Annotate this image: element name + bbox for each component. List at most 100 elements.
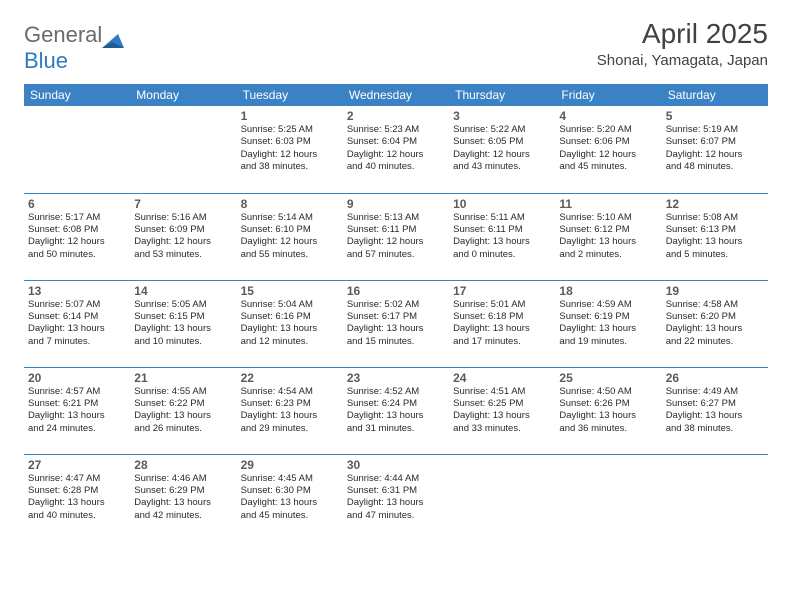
day-cell: 26Sunrise: 4:49 AMSunset: 6:27 PMDayligh… xyxy=(662,367,768,454)
day-cell xyxy=(130,106,236,193)
day-details: Sunrise: 5:05 AMSunset: 6:15 PMDaylight:… xyxy=(134,299,232,348)
day-details: Sunrise: 4:44 AMSunset: 6:31 PMDaylight:… xyxy=(347,473,445,522)
day-number: 21 xyxy=(134,371,232,385)
day-details: Sunrise: 5:04 AMSunset: 6:16 PMDaylight:… xyxy=(241,299,339,348)
day-details: Sunrise: 5:10 AMSunset: 6:12 PMDaylight:… xyxy=(559,212,657,261)
week-row: 1Sunrise: 5:25 AMSunset: 6:03 PMDaylight… xyxy=(24,106,768,193)
day-details: Sunrise: 5:02 AMSunset: 6:17 PMDaylight:… xyxy=(347,299,445,348)
day-cell: 24Sunrise: 4:51 AMSunset: 6:25 PMDayligh… xyxy=(449,367,555,454)
day-cell: 12Sunrise: 5:08 AMSunset: 6:13 PMDayligh… xyxy=(662,193,768,280)
day-details: Sunrise: 4:58 AMSunset: 6:20 PMDaylight:… xyxy=(666,299,764,348)
day-number: 19 xyxy=(666,284,764,298)
day-number: 10 xyxy=(453,197,551,211)
day-details: Sunrise: 4:57 AMSunset: 6:21 PMDaylight:… xyxy=(28,386,126,435)
day-details: Sunrise: 4:54 AMSunset: 6:23 PMDaylight:… xyxy=(241,386,339,435)
day-details: Sunrise: 5:14 AMSunset: 6:10 PMDaylight:… xyxy=(241,212,339,261)
week-row: 20Sunrise: 4:57 AMSunset: 6:21 PMDayligh… xyxy=(24,367,768,454)
day-cell: 25Sunrise: 4:50 AMSunset: 6:26 PMDayligh… xyxy=(555,367,661,454)
brand-triangle-icon xyxy=(102,28,124,44)
day-number: 17 xyxy=(453,284,551,298)
day-number: 27 xyxy=(28,458,126,472)
day-number: 25 xyxy=(559,371,657,385)
day-cell: 15Sunrise: 5:04 AMSunset: 6:16 PMDayligh… xyxy=(237,280,343,367)
day-number: 6 xyxy=(28,197,126,211)
day-number: 22 xyxy=(241,371,339,385)
day-cell: 27Sunrise: 4:47 AMSunset: 6:28 PMDayligh… xyxy=(24,454,130,541)
day-number: 23 xyxy=(347,371,445,385)
day-header-cell: Monday xyxy=(130,84,236,106)
brand-text: GeneralBlue xyxy=(24,22,124,74)
day-number: 8 xyxy=(241,197,339,211)
day-number: 7 xyxy=(134,197,232,211)
day-number: 11 xyxy=(559,197,657,211)
day-details: Sunrise: 5:16 AMSunset: 6:09 PMDaylight:… xyxy=(134,212,232,261)
brand-part1: General xyxy=(24,22,102,47)
day-cell xyxy=(555,454,661,541)
day-number: 4 xyxy=(559,109,657,123)
day-cell: 2Sunrise: 5:23 AMSunset: 6:04 PMDaylight… xyxy=(343,106,449,193)
day-details: Sunrise: 4:51 AMSunset: 6:25 PMDaylight:… xyxy=(453,386,551,435)
day-cell: 6Sunrise: 5:17 AMSunset: 6:08 PMDaylight… xyxy=(24,193,130,280)
day-details: Sunrise: 5:20 AMSunset: 6:06 PMDaylight:… xyxy=(559,124,657,173)
day-number: 18 xyxy=(559,284,657,298)
day-cell xyxy=(24,106,130,193)
day-number: 30 xyxy=(347,458,445,472)
day-cell: 22Sunrise: 4:54 AMSunset: 6:23 PMDayligh… xyxy=(237,367,343,454)
day-details: Sunrise: 5:23 AMSunset: 6:04 PMDaylight:… xyxy=(347,124,445,173)
day-number: 24 xyxy=(453,371,551,385)
day-details: Sunrise: 4:46 AMSunset: 6:29 PMDaylight:… xyxy=(134,473,232,522)
week-row: 27Sunrise: 4:47 AMSunset: 6:28 PMDayligh… xyxy=(24,454,768,541)
day-details: Sunrise: 4:59 AMSunset: 6:19 PMDaylight:… xyxy=(559,299,657,348)
day-details: Sunrise: 4:52 AMSunset: 6:24 PMDaylight:… xyxy=(347,386,445,435)
day-cell: 4Sunrise: 5:20 AMSunset: 6:06 PMDaylight… xyxy=(555,106,661,193)
day-cell: 13Sunrise: 5:07 AMSunset: 6:14 PMDayligh… xyxy=(24,280,130,367)
day-number: 12 xyxy=(666,197,764,211)
day-cell: 29Sunrise: 4:45 AMSunset: 6:30 PMDayligh… xyxy=(237,454,343,541)
week-row: 6Sunrise: 5:17 AMSunset: 6:08 PMDaylight… xyxy=(24,193,768,280)
brand-logo: GeneralBlue xyxy=(24,22,124,74)
day-cell: 7Sunrise: 5:16 AMSunset: 6:09 PMDaylight… xyxy=(130,193,236,280)
day-cell: 17Sunrise: 5:01 AMSunset: 6:18 PMDayligh… xyxy=(449,280,555,367)
day-cell: 5Sunrise: 5:19 AMSunset: 6:07 PMDaylight… xyxy=(662,106,768,193)
day-number: 14 xyxy=(134,284,232,298)
day-cell: 1Sunrise: 5:25 AMSunset: 6:03 PMDaylight… xyxy=(237,106,343,193)
day-details: Sunrise: 5:11 AMSunset: 6:11 PMDaylight:… xyxy=(453,212,551,261)
day-details: Sunrise: 4:55 AMSunset: 6:22 PMDaylight:… xyxy=(134,386,232,435)
day-cell: 28Sunrise: 4:46 AMSunset: 6:29 PMDayligh… xyxy=(130,454,236,541)
day-details: Sunrise: 4:47 AMSunset: 6:28 PMDaylight:… xyxy=(28,473,126,522)
title-block: April 2025 Shonai, Yamagata, Japan xyxy=(597,18,768,69)
day-cell: 14Sunrise: 5:05 AMSunset: 6:15 PMDayligh… xyxy=(130,280,236,367)
header: GeneralBlue April 2025 Shonai, Yamagata,… xyxy=(24,18,768,74)
day-number: 26 xyxy=(666,371,764,385)
calendar-table: SundayMondayTuesdayWednesdayThursdayFrid… xyxy=(24,84,768,541)
brand-part2: Blue xyxy=(24,48,68,73)
day-number: 15 xyxy=(241,284,339,298)
day-number: 28 xyxy=(134,458,232,472)
day-cell xyxy=(449,454,555,541)
day-header-cell: Saturday xyxy=(662,84,768,106)
day-cell xyxy=(662,454,768,541)
day-cell: 8Sunrise: 5:14 AMSunset: 6:10 PMDaylight… xyxy=(237,193,343,280)
month-title: April 2025 xyxy=(597,18,768,50)
day-details: Sunrise: 5:01 AMSunset: 6:18 PMDaylight:… xyxy=(453,299,551,348)
day-number: 20 xyxy=(28,371,126,385)
day-header-cell: Sunday xyxy=(24,84,130,106)
day-cell: 30Sunrise: 4:44 AMSunset: 6:31 PMDayligh… xyxy=(343,454,449,541)
day-cell: 9Sunrise: 5:13 AMSunset: 6:11 PMDaylight… xyxy=(343,193,449,280)
day-number: 5 xyxy=(666,109,764,123)
day-cell: 18Sunrise: 4:59 AMSunset: 6:19 PMDayligh… xyxy=(555,280,661,367)
day-header-cell: Thursday xyxy=(449,84,555,106)
day-cell: 21Sunrise: 4:55 AMSunset: 6:22 PMDayligh… xyxy=(130,367,236,454)
day-number: 3 xyxy=(453,109,551,123)
day-details: Sunrise: 5:07 AMSunset: 6:14 PMDaylight:… xyxy=(28,299,126,348)
day-details: Sunrise: 4:49 AMSunset: 6:27 PMDaylight:… xyxy=(666,386,764,435)
day-details: Sunrise: 5:19 AMSunset: 6:07 PMDaylight:… xyxy=(666,124,764,173)
day-cell: 11Sunrise: 5:10 AMSunset: 6:12 PMDayligh… xyxy=(555,193,661,280)
day-details: Sunrise: 4:45 AMSunset: 6:30 PMDaylight:… xyxy=(241,473,339,522)
day-number: 29 xyxy=(241,458,339,472)
day-cell: 20Sunrise: 4:57 AMSunset: 6:21 PMDayligh… xyxy=(24,367,130,454)
calendar-page: GeneralBlue April 2025 Shonai, Yamagata,… xyxy=(0,0,792,559)
day-details: Sunrise: 5:13 AMSunset: 6:11 PMDaylight:… xyxy=(347,212,445,261)
day-cell: 16Sunrise: 5:02 AMSunset: 6:17 PMDayligh… xyxy=(343,280,449,367)
day-cell: 19Sunrise: 4:58 AMSunset: 6:20 PMDayligh… xyxy=(662,280,768,367)
